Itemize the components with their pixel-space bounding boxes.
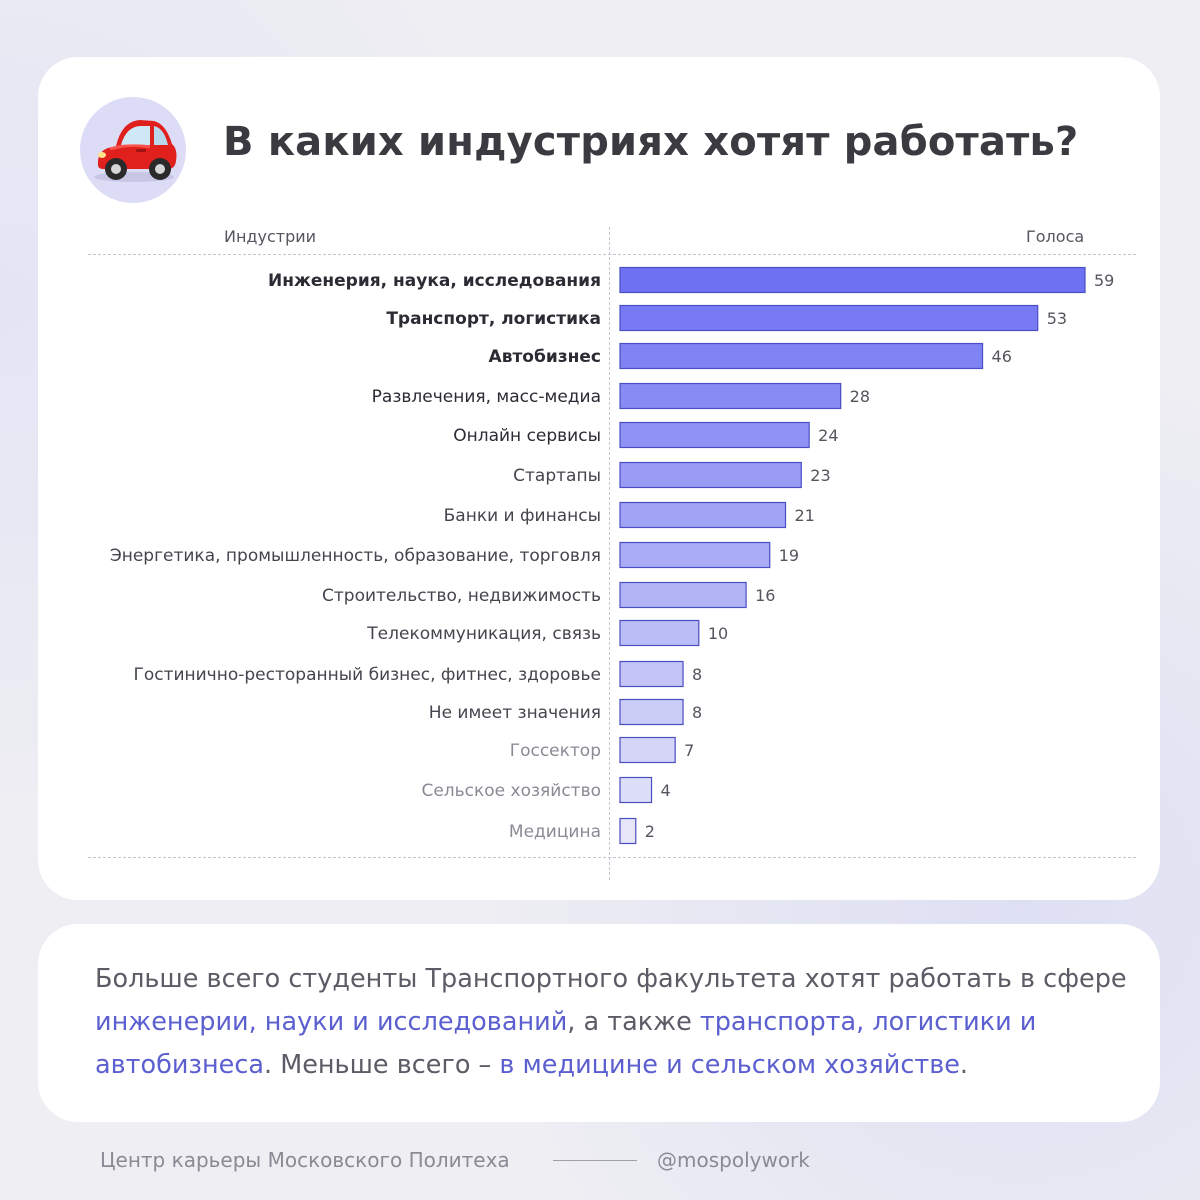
summary-card: Больше всего студенты Транспортного факу… [38, 924, 1160, 1122]
bar-value-4: 28 [850, 387, 870, 406]
category-label-1: Инженерия, наука, исследования [268, 271, 601, 291]
category-label-6: Стартапы [513, 466, 601, 486]
bar-value-7: 21 [795, 506, 815, 525]
axis-label-industries: Индустрии [224, 227, 317, 246]
chart-card: В каких индустриях хотят работать? Индус… [38, 57, 1160, 900]
category-label-7: Банки и финансы [444, 506, 601, 526]
bar-13 [619, 736, 676, 764]
axis-divider [609, 227, 610, 880]
summary-part-1: Больше всего студенты Транспортного факу… [95, 964, 1127, 994]
summary-part-4: . [959, 1050, 969, 1080]
footer-separator [553, 1160, 637, 1161]
bar-11 [619, 660, 684, 688]
category-label-11: Гостинично-ресторанный бизнес, фитнес, з… [133, 665, 601, 685]
bar-1 [619, 266, 1086, 294]
bar-3 [619, 342, 984, 370]
footer-brand: Центр карьеры Московского Политеха [100, 1148, 510, 1172]
bar-value-13: 7 [684, 741, 694, 760]
bar-value-10: 10 [708, 624, 728, 643]
axis-label-votes: Голоса [1026, 227, 1085, 246]
category-label-15: Медицина [509, 822, 601, 842]
bar-6 [619, 461, 802, 489]
bar-value-14: 4 [661, 781, 671, 800]
summary-highlight-2: транспорта, логистики и автобизнеса [95, 1007, 1037, 1080]
category-label-8: Энергетика, промышленность, образование,… [110, 546, 601, 566]
footer-handle: @mospolywork [657, 1148, 810, 1172]
bar-7 [619, 501, 787, 529]
bar-value-3: 46 [992, 347, 1012, 366]
bar-2 [619, 304, 1039, 332]
bar-value-6: 23 [810, 466, 830, 485]
category-label-12: Не имеет значения [429, 703, 601, 723]
bar-value-2: 53 [1047, 309, 1067, 328]
summary-highlight-3: в медицине и сельском хозяйстве [499, 1050, 960, 1080]
bar-10 [619, 619, 700, 647]
summary-part-3: . Меньше всего – [263, 1050, 500, 1080]
header-divider [88, 254, 1136, 255]
bar-5 [619, 421, 810, 449]
bar-value-12: 8 [692, 703, 702, 722]
category-label-5: Онлайн сервисы [453, 426, 601, 446]
bar-value-11: 8 [692, 665, 702, 684]
summary-part-2: , а также [567, 1007, 700, 1037]
summary-text: Больше всего студенты Транспортного факу… [95, 958, 1145, 1087]
category-label-14: Сельское хозяйство [421, 781, 601, 801]
category-label-4: Развлечения, масс-медиа [372, 387, 601, 407]
page-title: В каких индустриях хотят работать? [223, 119, 1079, 165]
bar-chart: 59 Инженерия, наука, исследования 53 Трансп… [110, 266, 1114, 845]
bar-15 [619, 817, 637, 845]
category-label-13: Госсектор [510, 741, 601, 761]
category-label-9: Строительство, недвижимость [322, 586, 601, 606]
summary-highlight-1: инженерии, науки и исследований [95, 1007, 568, 1037]
footer-divider [88, 857, 1136, 858]
bar-value-9: 16 [755, 586, 775, 605]
bar-8 [619, 541, 771, 569]
bar-value-5: 24 [818, 426, 838, 445]
category-label-2: Транспорт, логистика [386, 309, 601, 329]
car-icon-badge [80, 97, 186, 203]
category-label-10: Телекоммуникация, связь [366, 624, 601, 644]
bar-14 [619, 776, 653, 804]
car-icon [94, 120, 177, 182]
bar-12 [619, 698, 684, 726]
bar-value-15: 2 [645, 822, 655, 841]
bar-9 [619, 581, 747, 609]
category-label-3: Автобизнес [489, 347, 601, 367]
bar-4 [619, 382, 842, 410]
bar-value-8: 19 [779, 546, 799, 565]
bar-value-1: 59 [1094, 271, 1114, 290]
